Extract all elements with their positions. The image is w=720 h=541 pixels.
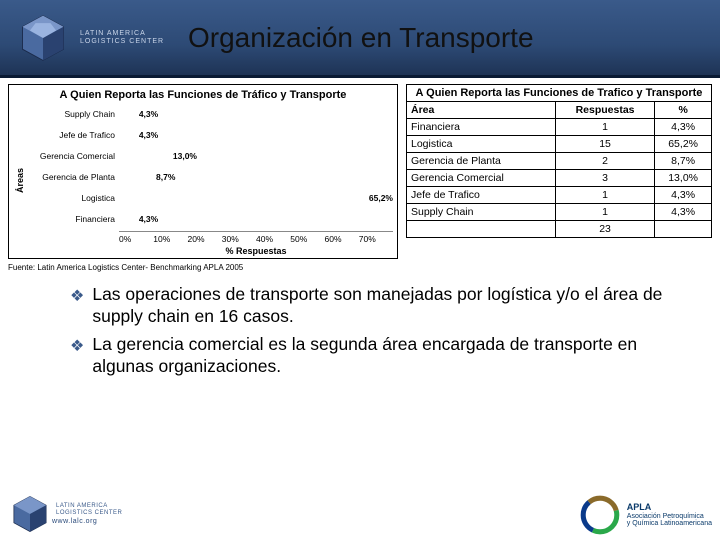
apla-ring-icon xyxy=(579,494,621,536)
org-logo xyxy=(12,7,74,69)
xtick: 50% xyxy=(290,234,324,244)
bar-value: 4,3% xyxy=(139,109,158,119)
bullet-list: ❖ Las operaciones de transporte son manej… xyxy=(0,276,720,378)
bar-row: Supply Chain 4,3% xyxy=(27,105,393,123)
bar-track: 13,0% xyxy=(119,151,393,162)
xtick: 20% xyxy=(188,234,222,244)
table-cell: 1 xyxy=(555,204,654,221)
org-name: LATIN AMERICA LOGISTICS CENTER xyxy=(80,30,170,45)
page-title: Organización en Transporte xyxy=(188,22,534,54)
bullet-text: La gerencia comercial es la segunda área… xyxy=(92,334,680,378)
data-table: A Quien Reporta las Funciones de Trafico… xyxy=(406,84,712,238)
bar-label: Financiera xyxy=(27,214,119,224)
bar-value: 4,3% xyxy=(139,214,158,224)
apla-name: APLA xyxy=(627,503,712,512)
table-row: Logistica1565,2% xyxy=(407,136,712,153)
bullet-item: ❖ Las operaciones de transporte son manej… xyxy=(70,284,680,328)
bar-value: 13,0% xyxy=(173,151,197,161)
table-cell: 15 xyxy=(555,136,654,153)
bar-chart: A Quien Reporta las Funciones de Tráfico… xyxy=(8,84,398,259)
table-row: Financiera14,3% xyxy=(407,119,712,136)
header-bar: LATIN AMERICA LOGISTICS CENTER Organizac… xyxy=(0,0,720,78)
table-cell: 3 xyxy=(555,170,654,187)
table-row: Supply Chain14,3% xyxy=(407,204,712,221)
table-cell: Gerencia de Planta xyxy=(407,153,556,170)
apla-logo-block: APLA Asociación Petroquímica y Química L… xyxy=(579,494,712,536)
table-cell: 8,7% xyxy=(655,153,712,170)
footer-url: www.lalc.org xyxy=(52,518,122,525)
xtick: 40% xyxy=(256,234,290,244)
table-cell: 1 xyxy=(555,119,654,136)
chart-title: A Quien Reporta las Funciones de Tráfico… xyxy=(13,89,393,101)
table-cell: 13,0% xyxy=(655,170,712,187)
table-cell: Gerencia Comercial xyxy=(407,170,556,187)
xtick: 60% xyxy=(325,234,359,244)
bar-label: Gerencia Comercial xyxy=(27,151,119,161)
apla-sub1: Asociación Petroquímica xyxy=(627,513,712,520)
bar-track: 4,3% xyxy=(119,109,393,120)
data-table-wrap: A Quien Reporta las Funciones de Trafico… xyxy=(406,84,712,259)
bar-value: 8,7% xyxy=(156,172,175,182)
bullet-text: Las operaciones de transporte son maneja… xyxy=(92,284,680,328)
bar-row: Logistica 65,2% xyxy=(27,189,393,207)
xtick: 30% xyxy=(222,234,256,244)
bar-row: Financiera 4,3% xyxy=(27,210,393,228)
bar-label: Jefe de Trafico xyxy=(27,130,119,140)
diamond-icon: ❖ xyxy=(70,336,84,356)
table-cell xyxy=(655,221,712,238)
bar-value: 65,2% xyxy=(369,193,393,203)
bar-track: 8,7% xyxy=(119,172,393,183)
table-cell: 4,3% xyxy=(655,119,712,136)
bar-label: Logistica xyxy=(27,193,119,203)
table-cell: 2 xyxy=(555,153,654,170)
table-row: Gerencia de Planta28,7% xyxy=(407,153,712,170)
table-title: A Quien Reporta las Funciones de Trafico… xyxy=(407,85,712,102)
bar-row: Jefe de Trafico 4,3% xyxy=(27,126,393,144)
table-header: Área xyxy=(407,102,556,119)
table-cell: Jefe de Trafico xyxy=(407,187,556,204)
table-cell: 65,2% xyxy=(655,136,712,153)
table-header: % xyxy=(655,102,712,119)
table-cell: Logistica xyxy=(407,136,556,153)
source-citation: Fuente: Latin America Logistics Center- … xyxy=(0,259,720,276)
org-name-line1: LATIN AMERICA xyxy=(80,30,170,38)
footer-org: LATIN AMERICA LOGISTICS CENTER www.lalc.… xyxy=(8,492,122,536)
table-cell: 4,3% xyxy=(655,204,712,221)
table-row: 23 xyxy=(407,221,712,238)
xtick: 70% xyxy=(359,234,393,244)
table-header: Respuestas xyxy=(555,102,654,119)
footer: LATIN AMERICA LOGISTICS CENTER www.lalc.… xyxy=(0,492,720,536)
bar-label: Gerencia de Planta xyxy=(27,172,119,182)
bar-track: 4,3% xyxy=(119,214,393,225)
apla-sub2: y Química Latinoamericana xyxy=(627,520,712,527)
chart-bars: Supply Chain 4,3% Jefe de Trafico 4,3% Geren… xyxy=(27,105,393,256)
table-cell: 4,3% xyxy=(655,187,712,204)
bar-row: Gerencia Comercial 13,0% xyxy=(27,147,393,165)
xtick: 0% xyxy=(119,234,153,244)
bar-track: 4,3% xyxy=(119,130,393,141)
footer-org-name: LATIN AMERICA LOGISTICS CENTER xyxy=(56,503,122,516)
chart-xaxis-ticks: 0%10%20%30%40%50%60%70% xyxy=(119,231,393,244)
diamond-icon: ❖ xyxy=(70,286,84,306)
xtick: 10% xyxy=(153,234,187,244)
bullet-item: ❖ La gerencia comercial es la segunda áre… xyxy=(70,334,680,378)
chart-xaxis-label: % Respuestas xyxy=(119,246,393,256)
content-row: A Quien Reporta las Funciones de Tráfico… xyxy=(0,78,720,259)
table-cell: 1 xyxy=(555,187,654,204)
table-cell xyxy=(407,221,556,238)
bar-row: Gerencia de Planta 8,7% xyxy=(27,168,393,186)
bar-label: Supply Chain xyxy=(27,109,119,119)
table-cell: Supply Chain xyxy=(407,204,556,221)
footer-org-logo xyxy=(8,492,52,536)
table-row: Jefe de Trafico14,3% xyxy=(407,187,712,204)
table-cell: 23 xyxy=(555,221,654,238)
org-name-line2: LOGISTICS CENTER xyxy=(80,38,170,46)
chart-yaxis-label: Áreas xyxy=(13,168,27,193)
bar-track: 65,2% xyxy=(119,193,393,204)
table-cell: Financiera xyxy=(407,119,556,136)
bar-value: 4,3% xyxy=(139,130,158,140)
table-row: Gerencia Comercial313,0% xyxy=(407,170,712,187)
